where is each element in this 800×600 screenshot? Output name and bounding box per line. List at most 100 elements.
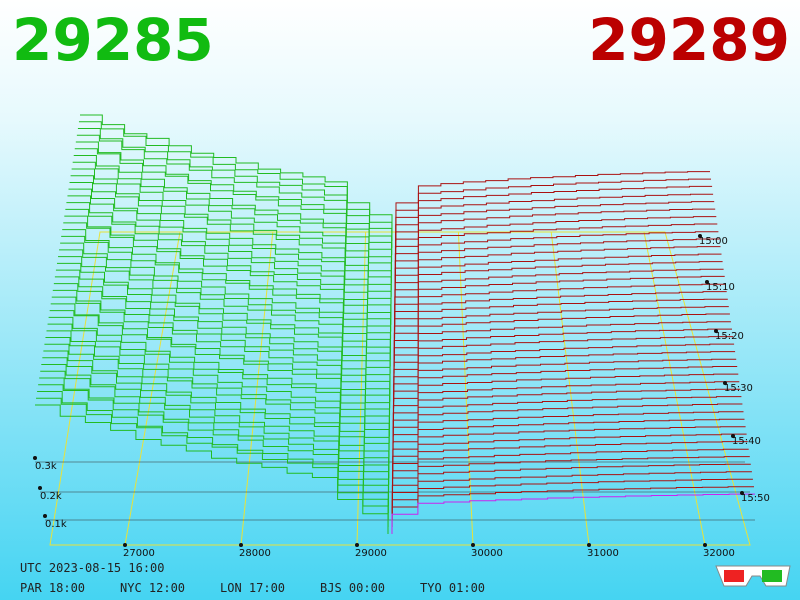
tick-dot: [698, 234, 702, 238]
bid-curve: [72, 161, 392, 283]
bid-curve: [71, 168, 392, 290]
city-time: PAR 18:00: [20, 581, 85, 595]
city-time: LON 17:00: [220, 581, 285, 595]
grid-line: [643, 231, 706, 546]
depth-label: 0.1k: [45, 519, 67, 530]
bid-curve: [64, 215, 392, 339]
grid-line: [550, 231, 590, 546]
ask-curve: [393, 343, 735, 395]
bid-curve: [43, 350, 390, 479]
tick-dot: [38, 486, 42, 490]
bid-curve: [35, 404, 389, 534]
ask-curve: [392, 411, 744, 458]
depth-curves: [35, 114, 755, 534]
ask-curve: [393, 306, 729, 360]
tick-dot: [471, 543, 475, 547]
bid-curve: [74, 148, 393, 269]
bid-curve: [70, 175, 392, 297]
city-time: BJS 00:00: [320, 581, 385, 595]
tick-dot: [705, 280, 709, 284]
bid-curve: [78, 121, 393, 241]
ask-curve: [393, 358, 737, 409]
utc-time: UTC 2023-08-15 16:00: [20, 561, 165, 575]
grid-line: [457, 231, 474, 546]
bid-curve: [53, 283, 391, 409]
price-label: 31000: [587, 548, 619, 559]
tick-dot: [740, 491, 744, 495]
ask-curve: [395, 193, 714, 255]
tick-dot: [123, 543, 127, 547]
bid-curve: [62, 229, 391, 353]
ask-curve: [394, 268, 724, 325]
ask-curve: [392, 441, 748, 486]
ask-curve: [391, 493, 755, 534]
bid-curve: [52, 289, 391, 416]
ask-curve: [392, 373, 739, 423]
bid-curve: [66, 202, 392, 325]
bid-curve: [49, 310, 390, 437]
bid-curve: [45, 337, 390, 465]
bid-curve: [51, 296, 390, 423]
ask-curve: [392, 426, 746, 472]
ask-curve: [394, 246, 721, 304]
ask-curve: [394, 275, 725, 332]
ask-curve: [392, 448, 749, 493]
axis-labels: 27000 28000 29000 30000 31000 32000 15:00 15:10…: [33, 234, 770, 559]
ask-curve: [394, 238, 720, 297]
bid-curve: [59, 249, 391, 374]
bid-curve: [46, 330, 390, 458]
ask-curve: [392, 381, 740, 430]
tick-dot: [723, 381, 727, 385]
tick-dot: [714, 329, 718, 333]
bid-price: 29285: [12, 6, 214, 74]
ask-curve: [394, 216, 717, 276]
city-time: NYC 12:00: [120, 581, 185, 595]
ask-curve: [394, 223, 718, 283]
3d-glasses-icon[interactable]: [715, 565, 791, 587]
ask-curve: [392, 433, 747, 479]
bid-curve: [65, 208, 392, 332]
bid-curve: [73, 154, 392, 276]
ask-curve: [395, 185, 713, 248]
tick-dot: [239, 543, 243, 547]
price-label: 32000: [703, 548, 735, 559]
ask-curve: [395, 201, 715, 262]
ask-curve: [392, 418, 745, 465]
bid-curve: [38, 384, 389, 514]
bid-curve: [55, 269, 391, 395]
tick-dot: [731, 434, 735, 438]
city-time: TYO 01:00: [420, 581, 485, 595]
bid-curve: [39, 377, 389, 507]
ask-curve: [395, 171, 710, 234]
bid-curve: [61, 235, 391, 360]
grid-line: [240, 231, 274, 546]
bid-curve: [75, 141, 393, 262]
time-label: 15:10: [706, 282, 735, 293]
time-label: 15:30: [724, 383, 753, 394]
time-label: 15:00: [699, 236, 728, 247]
tick-dot: [587, 543, 591, 547]
ask-curve: [392, 403, 743, 451]
bid-curve: [44, 343, 390, 472]
bid-curve: [56, 262, 391, 388]
time-label: 15:20: [715, 331, 744, 342]
grid-line: [124, 231, 181, 546]
time-label: 15:50: [741, 493, 770, 504]
ask-curve: [395, 208, 716, 269]
tick-dot: [33, 456, 37, 460]
bid-curve: [41, 364, 390, 493]
bid-curve: [60, 242, 391, 367]
ask-curve: [394, 261, 723, 318]
bid-curve: [68, 188, 392, 311]
ask-curve: [394, 231, 719, 290]
floor-frame: [49, 231, 751, 546]
bid-curve: [37, 391, 389, 521]
bid-curve: [58, 256, 391, 381]
ask-curve: [391, 463, 751, 507]
ask-curve: [391, 471, 752, 514]
ask-curve: [393, 328, 732, 381]
ask-curve: [393, 321, 731, 374]
ask-curve: [393, 313, 730, 367]
bid-curve: [50, 303, 390, 430]
